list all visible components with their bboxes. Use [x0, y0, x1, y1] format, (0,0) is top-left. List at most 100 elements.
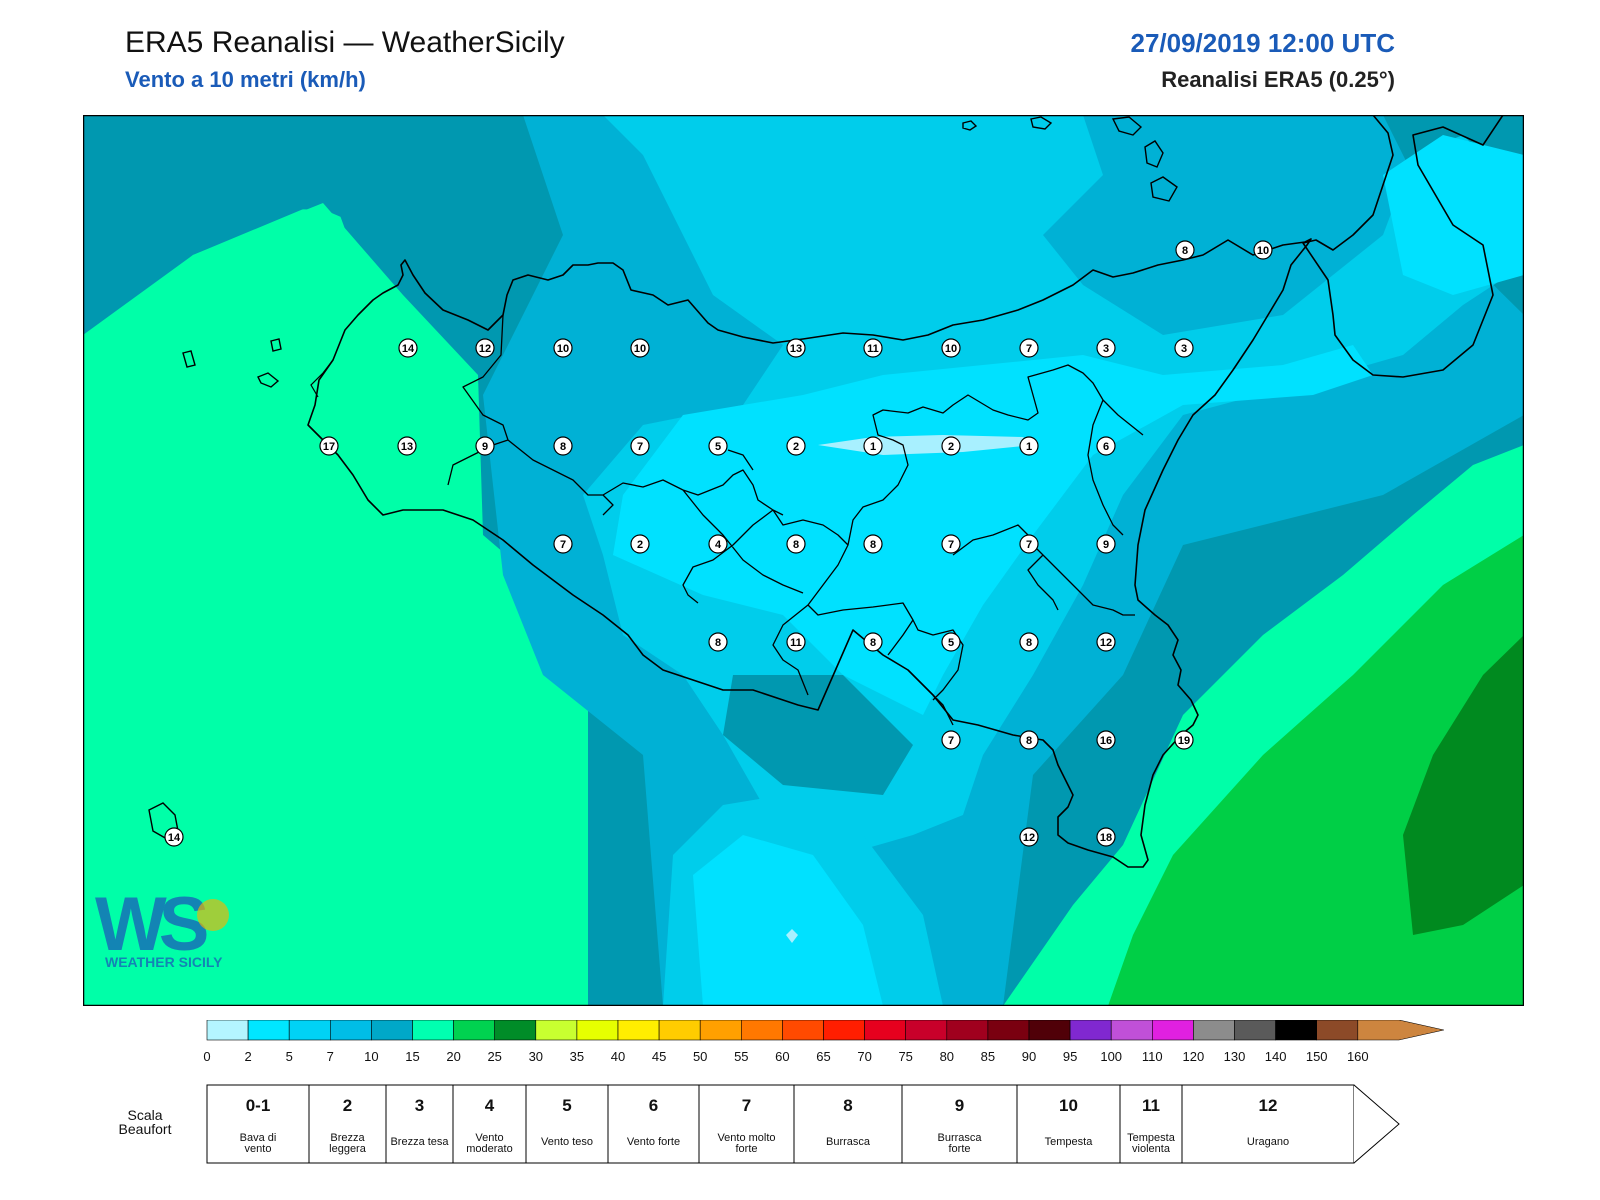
colorbar-tick-label: 90 — [1022, 1049, 1036, 1064]
island-egadi-1 — [182, 350, 196, 368]
wind-marker-circle — [1175, 240, 1195, 260]
colorbar-tick-label: 40 — [611, 1049, 625, 1064]
wind-marker: 10 — [1253, 240, 1273, 260]
coastline-calabria — [1302, 115, 1504, 378]
wind-marker: 1 — [863, 436, 883, 456]
colorbar-tick-label: 55 — [734, 1049, 748, 1064]
wind-marker: 9 — [1096, 534, 1116, 554]
wind-marker: 4 — [708, 534, 728, 554]
wind-marker: 11 — [786, 632, 806, 652]
wind-marker: 7 — [1019, 534, 1039, 554]
wind-value: 10 — [1257, 245, 1269, 257]
wind-value: 10 — [945, 343, 957, 355]
wind-marker: 2 — [786, 436, 806, 456]
wind-value: 13 — [401, 441, 413, 453]
beaufort-box — [698, 1084, 795, 1164]
logo-letters: WS — [95, 882, 207, 967]
wind-marker: 8 — [1019, 730, 1039, 750]
wind-marker-circle — [863, 436, 883, 456]
wind-marker: 13 — [397, 436, 417, 456]
colorbar-swatch — [1152, 1020, 1194, 1041]
coast-detail-west — [307, 359, 334, 441]
colorbar-tick-label: 2 — [244, 1049, 251, 1064]
beaufort-number: 2 — [343, 1096, 352, 1115]
island-aeolian-3 — [1111, 116, 1143, 136]
wind-value: 2 — [948, 441, 954, 453]
colorbar-tick-label: 7 — [327, 1049, 334, 1064]
colorbar-swatch — [864, 1020, 906, 1041]
wind-marker: 9 — [475, 436, 495, 456]
colorbar-tick-label: 110 — [1142, 1049, 1163, 1064]
wind-marker-circle — [863, 632, 883, 652]
beaufort-description: Brezza leggera — [329, 1132, 367, 1155]
wind-value: 10 — [634, 343, 646, 355]
calm-patch-south — [786, 929, 798, 943]
beaufort-class: 11 Tempesta violenta — [1119, 1084, 1183, 1164]
wind-marker-circle — [630, 534, 650, 554]
wind-marker: 2 — [630, 534, 650, 554]
colorbar-swatch — [576, 1020, 619, 1041]
map-frame — [83, 115, 1524, 1006]
colorbar-swatch — [494, 1020, 537, 1041]
colorbar-tick-label: 95 — [1063, 1049, 1077, 1064]
colorbar-tick-label: 60 — [775, 1049, 789, 1064]
island-egadi-3 — [270, 338, 282, 352]
wind-marker-circle — [1174, 338, 1194, 358]
colorbar-swatch — [206, 1020, 249, 1041]
wind-value: 8 — [1026, 637, 1032, 649]
wind-value: 1 — [870, 441, 876, 453]
wind-value: 8 — [560, 441, 566, 453]
wind-marker-circle — [1174, 730, 1194, 750]
wind-marker: 8 — [1019, 632, 1039, 652]
wind-marker-circle — [786, 436, 806, 456]
wind-value: 18 — [1100, 832, 1112, 844]
beaufort-class: 0-1 Bava di vento — [206, 1084, 310, 1164]
wind-marker-circle — [1019, 827, 1039, 847]
beaufort-number: 0-1 — [246, 1096, 271, 1115]
colorbar-tick-label: 140 — [1265, 1049, 1287, 1064]
colorbar-tick-label: 80 — [940, 1049, 954, 1064]
colorbar-swatch — [699, 1020, 742, 1041]
beaufort-box — [1119, 1084, 1183, 1164]
field-nw-dark — [83, 115, 613, 335]
colorbar-swatch — [1234, 1020, 1276, 1041]
wind-marker: 10 — [553, 338, 573, 358]
wind-value: 17 — [323, 441, 335, 453]
wind-marker: 7 — [630, 436, 650, 456]
wind-value: 8 — [715, 637, 721, 649]
wind-marker: 10 — [941, 338, 961, 358]
wind-value: 13 — [790, 343, 802, 355]
beaufort-number: 12 — [1259, 1096, 1278, 1115]
wind-value: 12 — [1023, 832, 1035, 844]
wind-marker-circle — [786, 534, 806, 554]
colorbar-tick-label: 85 — [981, 1049, 995, 1064]
wind-marker: 18 — [1096, 827, 1116, 847]
beaufort-class: 4 Vento moderato — [452, 1084, 527, 1164]
colorbar-tick-label: 5 — [286, 1049, 293, 1064]
wind-marker-circle — [941, 338, 961, 358]
wind-marker: 8 — [786, 534, 806, 554]
beaufort-arrow — [1353, 1084, 1400, 1164]
wind-marker: 8 — [863, 632, 883, 652]
colorbar-swatch — [1275, 1020, 1317, 1041]
wind-marker-circle — [1019, 436, 1039, 456]
wind-value: 12 — [479, 343, 491, 355]
wind-marker-circle — [630, 338, 650, 358]
coastline-sicily — [307, 238, 1312, 868]
wind-value: 7 — [948, 735, 954, 747]
wind-marker-circle — [1096, 632, 1116, 652]
beaufort-box — [206, 1084, 310, 1164]
wind-value: 9 — [1103, 539, 1109, 551]
colorbar-swatch — [1193, 1020, 1235, 1041]
beaufort-class: 3 Brezza tesa — [385, 1084, 454, 1164]
beaufort-box — [452, 1084, 527, 1164]
wind-marker: 7 — [941, 730, 961, 750]
province-boundaries — [447, 314, 1144, 726]
colorbar-swatch — [412, 1020, 454, 1041]
wind-value: 3 — [1103, 343, 1109, 355]
island-egadi-2 — [257, 372, 280, 388]
wind-value: 8 — [1182, 245, 1188, 257]
beaufort-box — [525, 1084, 609, 1164]
colorbar-swatch — [1110, 1020, 1153, 1041]
